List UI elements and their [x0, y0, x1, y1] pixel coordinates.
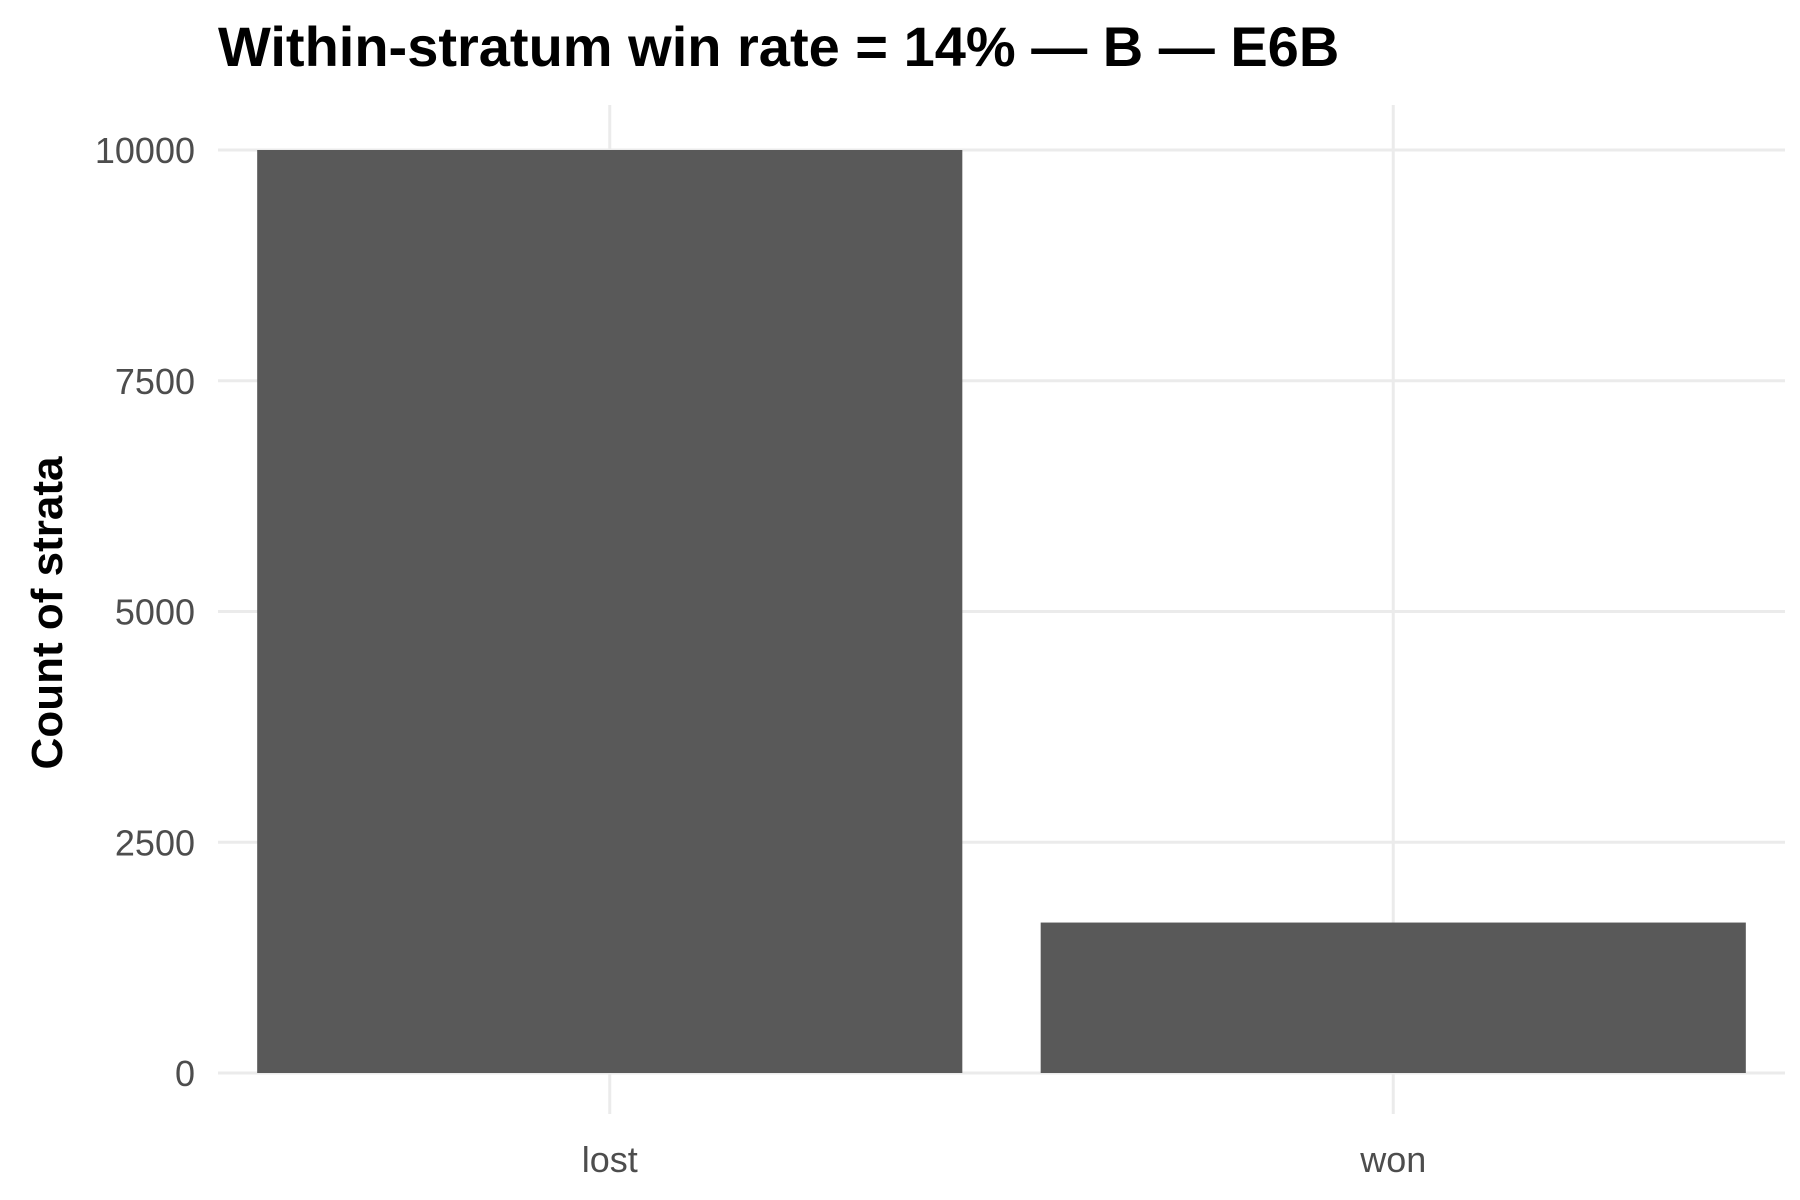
y-tick-label: 5000 — [115, 592, 195, 633]
y-axis-tick-labels: 0 2500 5000 7500 10000 — [95, 130, 195, 1094]
y-tick-label: 10000 — [95, 130, 195, 171]
chart-title: Within-stratum win rate = 14% — B — E6B — [218, 15, 1339, 78]
bar-lost — [257, 150, 963, 1073]
bars — [257, 150, 1746, 1073]
y-tick-label: 7500 — [115, 361, 195, 402]
x-tick-label: won — [1359, 1139, 1426, 1180]
x-tick-label: lost — [582, 1139, 638, 1180]
y-tick-label: 0 — [175, 1053, 195, 1094]
y-tick-label: 2500 — [115, 822, 195, 863]
bar-won — [1040, 922, 1746, 1073]
x-axis-tick-labels: lost won — [582, 1139, 1427, 1180]
y-axis-title: Count of strata — [23, 456, 72, 769]
